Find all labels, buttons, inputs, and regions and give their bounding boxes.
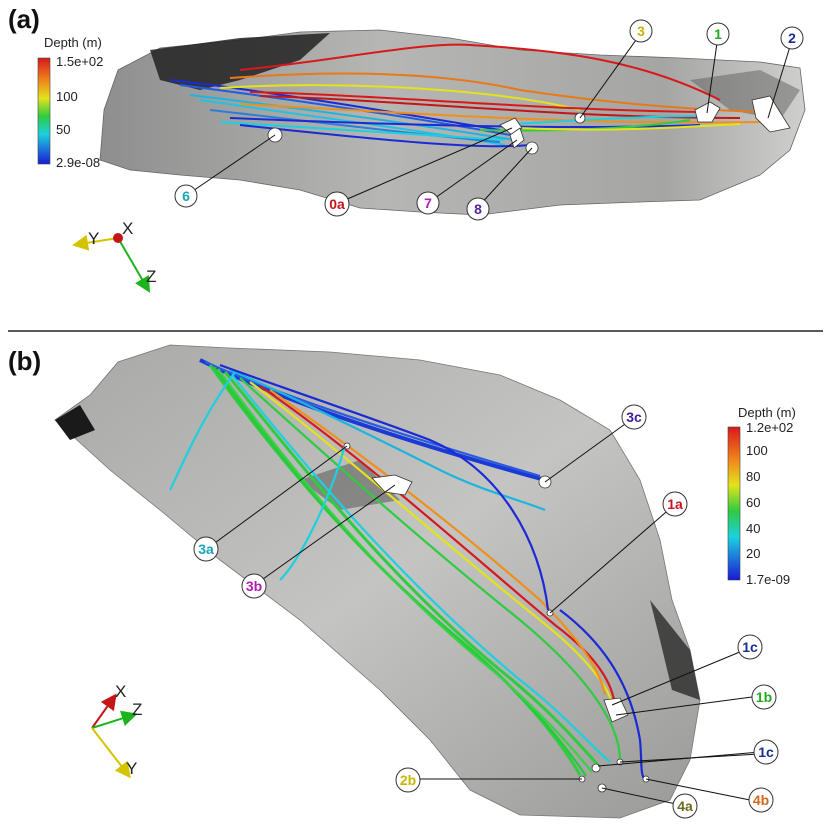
svg-text:1c: 1c: [742, 639, 758, 655]
svg-text:1: 1: [714, 26, 722, 42]
svg-text:6: 6: [182, 188, 190, 204]
source-blobs-a: [267, 95, 791, 155]
callout-a-7: 7: [416, 191, 440, 215]
callout-a-0a: 0a: [324, 191, 350, 217]
colorbar-b-tick-5: 20: [746, 546, 760, 561]
dark-edge-b-right: [650, 600, 700, 700]
svg-text:7: 7: [424, 195, 432, 211]
callout-b-2b: 2b: [395, 767, 421, 793]
axis-a-z-label: Z: [146, 267, 156, 286]
callout-b-1c-upper: 1c: [737, 634, 763, 660]
colorbar-b-tick-2: 80: [746, 469, 760, 484]
colorbar-b-tick-6: 1.7e-09: [746, 572, 790, 587]
callout-b-3c: 3c: [621, 404, 647, 430]
colorbar-b-title: Depth (m): [738, 405, 796, 420]
callout-b-1b: 1b: [751, 684, 777, 710]
axis-a-x-label: X: [122, 219, 133, 238]
axis-b-x-label: X: [115, 682, 126, 701]
colorbar-a: Depth (m) 1.5e+02 100 50 2.9e-08: [37, 35, 103, 170]
callout-a-1: 1: [706, 22, 730, 46]
colorbar-a-title: Depth (m): [44, 35, 102, 50]
axis-a-y-label: Y: [88, 229, 99, 248]
svg-text:3b: 3b: [246, 578, 262, 594]
callout-b-3b: 3b: [241, 573, 267, 599]
callout-a-8: 8: [466, 197, 490, 221]
callout-b-1a: 1a: [662, 491, 688, 517]
callouts-b: [207, 418, 761, 805]
source-blobs-b: [343, 442, 650, 793]
callout-b-4b: 4b: [748, 787, 774, 813]
callout-b-4a: 4a: [672, 793, 698, 819]
callout-a-3: 3: [629, 19, 653, 43]
callout-badges-a: 3 1 2 6 0a 7 8: [174, 19, 804, 221]
axis-triad-a: Y X Z: [72, 219, 156, 293]
callout-badges-b: 3c 1a 3a 3b 1c 1b: [193, 404, 779, 819]
callouts-a: [186, 32, 793, 208]
svg-text:3c: 3c: [626, 409, 642, 425]
svg-text:1b: 1b: [756, 689, 772, 705]
flow-lines-b: [169, 358, 646, 781]
svg-text:3: 3: [637, 23, 645, 39]
colorbar-a-tick-2: 50: [56, 122, 70, 137]
svg-text:0a: 0a: [329, 196, 345, 212]
panel-b-letter: (b): [8, 346, 41, 376]
dark-edge-b-left: [55, 405, 95, 440]
colorbar-b-tick-4: 40: [746, 521, 760, 536]
svg-text:2: 2: [788, 30, 796, 46]
callout-a-6: 6: [174, 184, 198, 208]
callout-a-2: 2: [780, 26, 804, 50]
callout-b-1c-lower: 1c: [753, 739, 779, 765]
colorbar-b-tick-1: 100: [746, 443, 768, 458]
colorbar-b-tick-3: 60: [746, 495, 760, 510]
callout-b-3a: 3a: [193, 536, 219, 562]
svg-text:1c: 1c: [758, 744, 774, 760]
colorbar-a-tick-3: 2.9e-08: [56, 155, 100, 170]
axis-b-y-label: Y: [126, 759, 137, 778]
flow-lines-a: [169, 43, 761, 148]
svg-text:3a: 3a: [198, 541, 214, 557]
svg-text:4a: 4a: [677, 798, 693, 814]
panel-a-letter: (a): [8, 4, 40, 34]
colorbar-b: Depth (m) 1.2e+02 100 80 60 40 20 1.7e-0…: [727, 405, 796, 587]
axis-triad-b: X Z Y: [91, 682, 142, 779]
terrain-b: [54, 344, 701, 819]
svg-text:1a: 1a: [667, 496, 683, 512]
panel-b: (b): [8, 344, 796, 819]
colorbar-a-tick-1: 100: [56, 89, 78, 104]
svg-text:2b: 2b: [400, 772, 416, 788]
svg-text:4b: 4b: [753, 792, 769, 808]
colorbar-b-tick-0: 1.2e+02: [746, 420, 793, 435]
panel-a: (a): [8, 4, 806, 293]
colorbar-a-tick-0: 1.5e+02: [56, 54, 103, 69]
dark-ridge-a: [150, 33, 330, 90]
svg-text:8: 8: [474, 201, 482, 217]
axis-b-z-label: Z: [132, 700, 142, 719]
